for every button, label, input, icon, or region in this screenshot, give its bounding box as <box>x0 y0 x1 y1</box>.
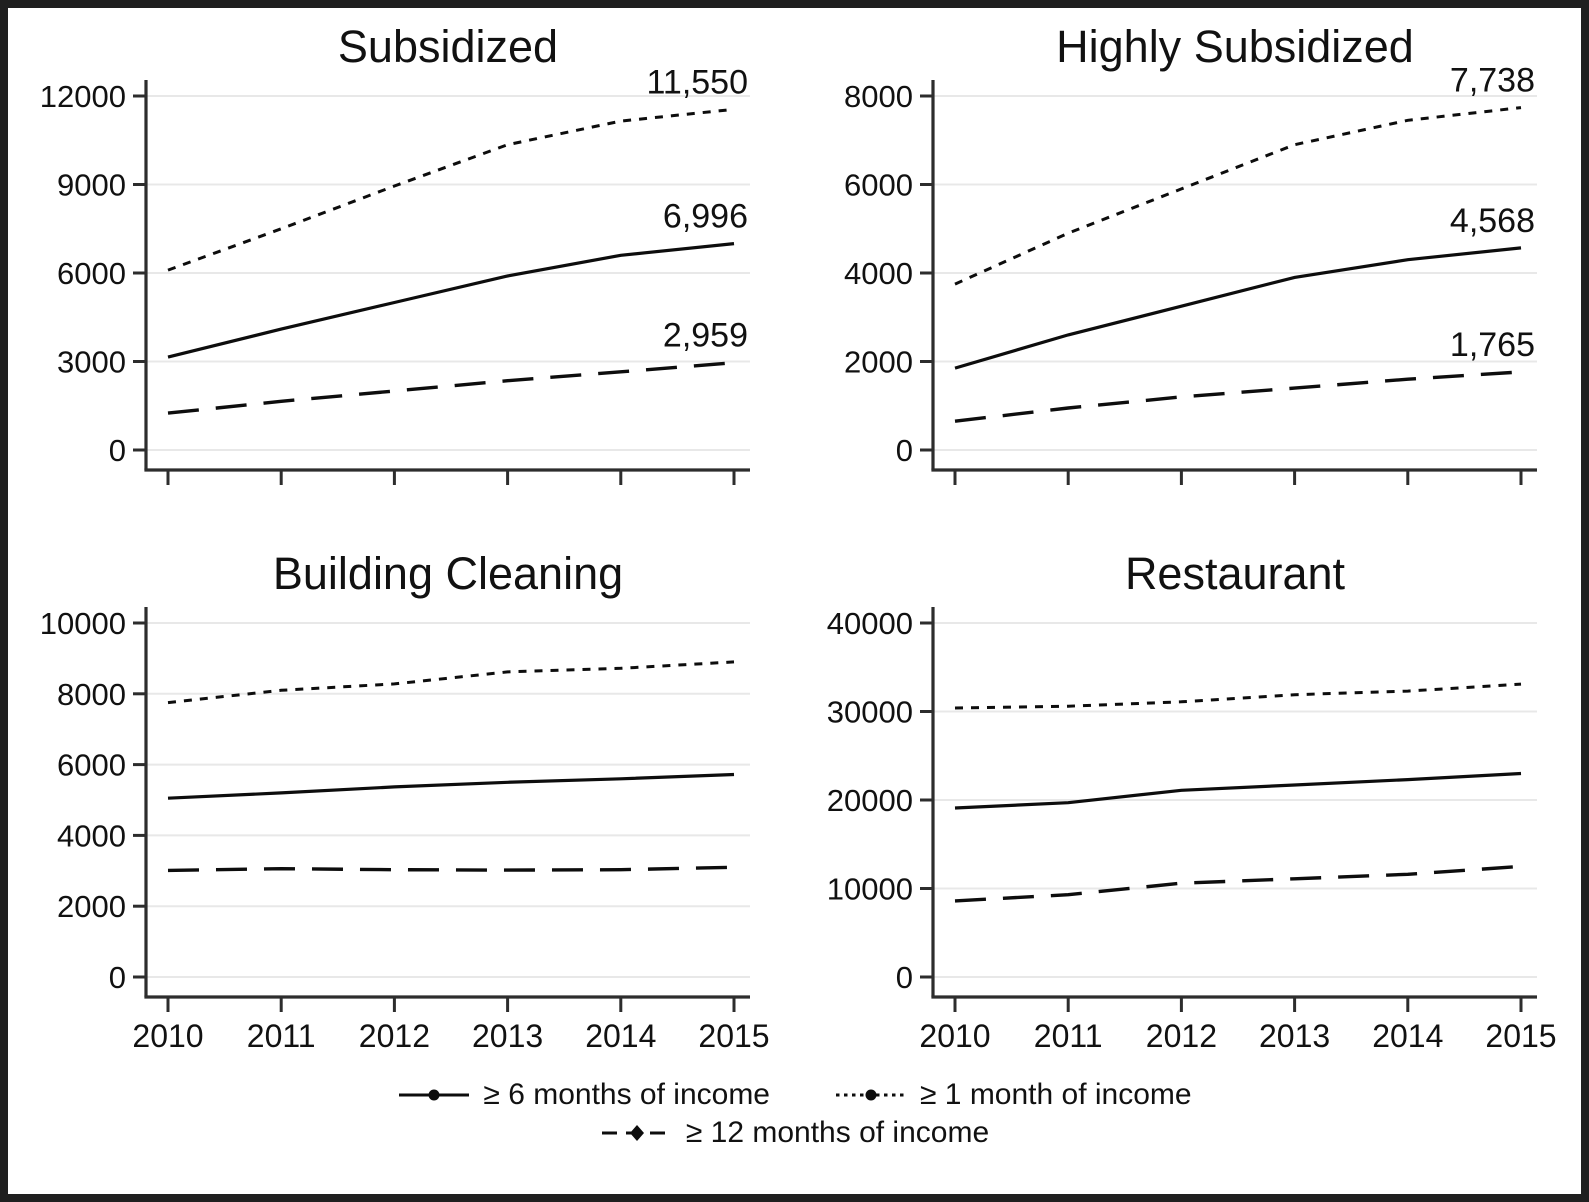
x-tick-label: 2011 <box>1033 1018 1102 1054</box>
panel-title: Building Cleaning <box>273 548 623 599</box>
legend-key-solid-line-icon <box>399 1089 470 1101</box>
legend-key-circle-marker <box>428 1089 440 1101</box>
y-tick-label: 30000 <box>826 695 912 730</box>
x-tick-label: 2013 <box>1259 1018 1330 1054</box>
series-line-longdash <box>167 361 735 415</box>
x-tick-label: 2015 <box>698 1018 769 1054</box>
y-tick-label: 8000 <box>57 677 126 712</box>
chart-restaurant: 0 10000 20000 30000 40000 2010 2011 2012 2013 201… <box>826 548 1556 1054</box>
legend-key-circle-marker <box>865 1089 877 1101</box>
chart-subsidized: 0 3000 6000 9000 12000 11,550 6,996 2,959 Subsid… <box>40 21 750 485</box>
x-tick-label: 2010 <box>919 1018 990 1054</box>
y-tick-label: 0 <box>109 960 126 995</box>
panel-title: Restaurant <box>1124 548 1345 599</box>
legend-label-6-months: ≥ 6 months of income <box>483 1078 770 1111</box>
y-tick-label: 3000 <box>57 345 126 380</box>
y-tick-label: 4000 <box>844 256 913 291</box>
legend-row-1: ≥ 6 months of income ≥ 1 month of income <box>397 1078 1192 1112</box>
series-end-label: 4,568 <box>1449 202 1534 240</box>
legend-key-longdash-line-icon <box>601 1125 672 1141</box>
y-tick-label: 10000 <box>40 606 126 641</box>
x-tick-label: 2012 <box>1145 1018 1216 1054</box>
y-tick-label: 4000 <box>57 818 126 853</box>
panel-highly-subsidized: 0 2000 4000 6000 8000 7,738 4,568 1,765 Highly S… <box>795 8 1582 535</box>
series-line-longdash <box>167 865 735 873</box>
series-line-solid <box>954 246 1521 370</box>
series-line-solid <box>167 772 735 800</box>
x-tick-label: 2014 <box>585 1018 656 1054</box>
panel-title: Subsidized <box>338 21 558 72</box>
y-tick-label: 6000 <box>844 168 913 203</box>
y-tick-label: 20000 <box>826 783 912 818</box>
y-tick-label: 0 <box>895 433 912 468</box>
y-tick-label: 40000 <box>826 606 912 641</box>
series-end-label: 6,996 <box>663 198 748 236</box>
legend-label-1-month: ≥ 1 month of income <box>920 1078 1192 1111</box>
chart-building-cleaning: 0 2000 4000 6000 8000 10000 2010 2011 2012 2013 20… <box>40 548 770 1054</box>
legend: ≥ 6 months of income ≥ 1 month of income… <box>8 1062 1581 1194</box>
y-tick-label: 2000 <box>57 889 126 924</box>
legend-row-2: ≥ 12 months of income <box>600 1116 989 1150</box>
x-tick-label: 2012 <box>359 1018 430 1054</box>
series-end-label: 2,959 <box>663 317 748 355</box>
legend-item-1-month: ≥ 1 month of income <box>834 1078 1192 1112</box>
y-tick-label: 0 <box>109 433 126 468</box>
series-line-longdash <box>954 864 1521 903</box>
series-line-dotted <box>167 107 735 272</box>
y-tick-label: 8000 <box>844 79 913 114</box>
legend-item-6-months: ≥ 6 months of income <box>397 1078 770 1112</box>
series-line-dotted <box>954 682 1521 710</box>
panel-restaurant: 0 10000 20000 30000 40000 2010 2011 2012 2013 201… <box>795 535 1582 1062</box>
y-tick-label: 6000 <box>57 748 126 783</box>
series-line-longdash <box>954 370 1521 423</box>
y-tick-label: 0 <box>895 960 912 995</box>
series-line-solid <box>167 242 735 359</box>
panel-title: Highly Subsidized <box>1056 21 1414 72</box>
y-tick-label: 12000 <box>40 79 126 114</box>
legend-key-diamond-marker <box>629 1125 644 1141</box>
panel-building-cleaning: 0 2000 4000 6000 8000 10000 2010 2011 2012 2013 20… <box>8 535 795 1062</box>
y-tick-label: 6000 <box>57 256 126 291</box>
series-line-solid <box>954 771 1521 810</box>
x-tick-label: 2011 <box>247 1018 316 1054</box>
series-line-dotted <box>953 106 1521 286</box>
panel-grid: 0 3000 6000 9000 12000 11,550 6,996 2,959 Subsid… <box>8 8 1581 1062</box>
y-tick-label: 9000 <box>57 168 126 203</box>
series-end-label: 7,738 <box>1449 62 1534 100</box>
panel-subsidized: 0 3000 6000 9000 12000 11,550 6,996 2,959 Subsid… <box>8 8 795 535</box>
series-end-label: 11,550 <box>647 63 748 101</box>
x-tick-label: 2013 <box>472 1018 543 1054</box>
legend-key-dotted-line-icon <box>836 1089 906 1101</box>
y-tick-label: 2000 <box>844 345 913 380</box>
y-tick-label: 10000 <box>826 872 912 907</box>
series-end-label: 1,765 <box>1449 326 1534 364</box>
x-tick-label: 2015 <box>1485 1018 1556 1054</box>
legend-item-12-months: ≥ 12 months of income <box>600 1116 989 1150</box>
chart-highly-subsidized: 0 2000 4000 6000 8000 7,738 4,568 1,765 Highly S… <box>844 21 1537 485</box>
series-line-dotted <box>167 660 735 705</box>
x-tick-label: 2014 <box>1372 1018 1443 1054</box>
legend-label-12-months: ≥ 12 months of income <box>685 1116 990 1149</box>
x-tick-label: 2010 <box>132 1018 203 1054</box>
